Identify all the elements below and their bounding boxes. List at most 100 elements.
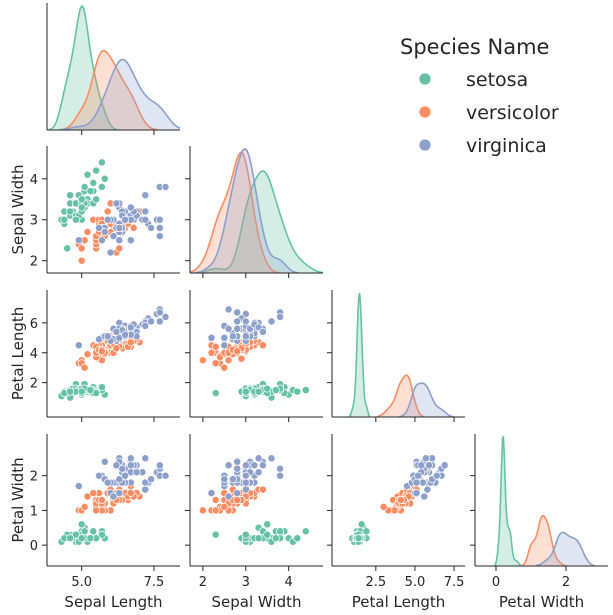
point-setosa-petal-width-vs-petal-length-43 <box>357 520 366 529</box>
point-virginica-petal-length-vs-sepal-width-42 <box>228 332 237 341</box>
x-axis-label-sepal-width: Sepal Width <box>212 593 302 611</box>
point-setosa-petal-width-vs-petal-length-49 <box>354 534 363 543</box>
legend-marker-virginica <box>418 138 432 152</box>
point-virginica-sepal-width-vs-sepal-length-6 <box>74 236 83 245</box>
point-virginica-petal-width-vs-sepal-width-49 <box>241 478 250 487</box>
kde-line-petal-length-setosa <box>348 292 371 417</box>
legend-label-setosa: setosa <box>466 69 528 91</box>
point-virginica-petal-width-vs-petal-length-18 <box>440 461 449 470</box>
point-setosa-petal-length-vs-sepal-width-45 <box>241 387 250 396</box>
point-virginica-petal-length-vs-sepal-width-34 <box>224 324 233 333</box>
point-virginica-petal-width-vs-petal-length-47 <box>414 471 423 480</box>
point-setosa-sepal-width-vs-sepal-length-32 <box>83 170 92 179</box>
point-versicolor-sepal-width-vs-sepal-length-10 <box>77 256 86 265</box>
point-versicolor-sepal-width-vs-sepal-length-20 <box>103 207 112 216</box>
point-setosa-petal-length-vs-sepal-length-47 <box>66 387 75 396</box>
point-virginica-petal-width-vs-sepal-length-6 <box>74 482 83 491</box>
point-virginica-petal-width-vs-sepal-length-9 <box>141 454 150 463</box>
kde-line-petal-width-setosa <box>493 435 522 567</box>
point-virginica-petal-width-vs-sepal-length-49 <box>103 478 112 487</box>
point-virginica-petal-width-vs-sepal-width-43 <box>250 461 259 470</box>
point-versicolor-sepal-width-vs-sepal-length-26 <box>129 223 138 232</box>
point-setosa-sepal-width-vs-sepal-length-22 <box>66 191 75 200</box>
y-axis-label-petal-length: Petal Length <box>9 307 27 401</box>
point-versicolor-petal-length-vs-sepal-length-36 <box>126 338 135 347</box>
point-virginica-petal-width-vs-sepal-length-47 <box>121 471 130 480</box>
point-setosa-petal-length-vs-sepal-width-15 <box>301 386 310 395</box>
point-virginica-petal-width-vs-sepal-width-17 <box>276 464 285 473</box>
y-axis-label-sepal-width: Sepal Width <box>9 165 27 255</box>
point-virginica-petal-length-vs-sepal-length-44 <box>126 323 135 332</box>
point-virginica-petal-width-vs-sepal-width-14 <box>233 457 242 466</box>
point-virginica-petal-width-vs-sepal-width-19 <box>207 489 216 498</box>
x-tick-label-sepal-width: 2 <box>199 575 207 590</box>
x-tick-label-petal-length: 5.0 <box>405 575 426 590</box>
point-virginica-petal-width-vs-sepal-length-29 <box>141 485 150 494</box>
point-virginica-petal-width-vs-sepal-width-18 <box>224 461 233 470</box>
point-setosa-petal-width-vs-sepal-width-40 <box>263 530 272 539</box>
kde-fill-petal-width-setosa <box>494 437 521 566</box>
point-setosa-sepal-width-vs-sepal-length-41 <box>63 244 72 253</box>
point-setosa-sepal-width-vs-sepal-length-38 <box>60 215 69 224</box>
legend-label-virginica: virginica <box>466 135 547 157</box>
point-virginica-petal-length-vs-sepal-width-48 <box>258 327 267 336</box>
point-virginica-sepal-width-vs-sepal-length-29 <box>141 215 150 224</box>
point-virginica-sepal-width-vs-sepal-length-9 <box>141 191 150 200</box>
y-tick-label-petal-length: 2 <box>30 377 38 392</box>
point-virginica-petal-width-vs-sepal-width-34 <box>224 492 233 501</box>
legend-items: setosa versicolor virginica <box>418 69 559 157</box>
point-virginica-petal-width-vs-petal-length-33 <box>412 489 421 498</box>
point-setosa-sepal-width-vs-sepal-length-49 <box>77 203 86 212</box>
point-virginica-sepal-width-vs-sepal-length-8 <box>126 236 135 245</box>
point-virginica-petal-width-vs-petal-length-48 <box>417 461 426 470</box>
scatter-layer <box>57 158 449 546</box>
kde-line-sepal-width-setosa <box>197 170 324 274</box>
point-setosa-sepal-width-vs-sepal-length-16 <box>89 178 98 187</box>
point-virginica-petal-width-vs-sepal-width-24 <box>254 468 263 477</box>
point-virginica-petal-width-vs-petal-length-44 <box>421 454 430 463</box>
point-setosa-petal-width-vs-sepal-width-49 <box>254 534 263 543</box>
point-virginica-petal-width-vs-petal-length-34 <box>420 492 429 501</box>
point-setosa-petal-width-vs-petal-length-44 <box>362 527 371 536</box>
kde-line-petal-length-versicolor <box>377 374 425 418</box>
point-virginica-sepal-width-vs-sepal-length-44 <box>126 203 135 212</box>
point-versicolor-petal-width-vs-sepal-length-34 <box>89 489 98 498</box>
point-virginica-sepal-width-vs-sepal-length-22 <box>155 223 164 232</box>
diagonal-kde-layer <box>48 4 595 567</box>
point-setosa-petal-width-vs-sepal-length-43 <box>77 520 86 529</box>
point-virginica-petal-length-vs-sepal-width-18 <box>224 305 233 314</box>
point-virginica-petal-length-vs-sepal-width-31 <box>276 312 285 321</box>
y-tick-label-petal-length: 4 <box>30 347 38 362</box>
kde-fill-sepal-length-versicolor <box>60 50 158 131</box>
point-setosa-petal-length-vs-sepal-width-41 <box>211 389 220 398</box>
point-versicolor-petal-width-vs-sepal-width-35 <box>258 485 267 494</box>
point-setosa-petal-length-vs-sepal-width-33 <box>293 387 302 396</box>
x-axis-label-petal-width: Petal Width <box>499 593 584 611</box>
point-versicolor-petal-width-vs-sepal-width-10 <box>198 506 207 515</box>
point-versicolor-petal-length-vs-sepal-length-49 <box>97 347 106 356</box>
point-setosa-petal-length-vs-sepal-length-18 <box>97 383 106 392</box>
point-virginica-petal-width-vs-sepal-length-33 <box>115 489 124 498</box>
y-tick-label-petal-width: 0 <box>30 539 38 554</box>
point-virginica-petal-width-vs-sepal-length-35 <box>155 461 164 470</box>
point-virginica-sepal-width-vs-sepal-length-46 <box>115 236 124 245</box>
point-virginica-petal-width-vs-sepal-width-47 <box>241 471 250 480</box>
x-tick-label-sepal-length: 7.5 <box>144 575 165 590</box>
point-virginica-petal-width-vs-sepal-width-44 <box>254 454 263 463</box>
kde-line-sepal-width-versicolor <box>189 151 280 274</box>
point-versicolor-sepal-width-vs-sepal-length-37 <box>115 244 124 253</box>
point-versicolor-petal-width-vs-sepal-width-37 <box>211 496 220 504</box>
point-versicolor-petal-width-vs-sepal-length-49 <box>97 496 106 504</box>
point-versicolor-petal-length-vs-sepal-length-48 <box>80 363 89 372</box>
point-virginica-petal-width-vs-sepal-length-44 <box>126 454 135 463</box>
point-setosa-petal-length-vs-sepal-width-43 <box>263 384 272 393</box>
y-axis-label-petal-width: Petal Width <box>9 457 27 542</box>
point-virginica-sepal-width-vs-sepal-length-47 <box>121 215 130 224</box>
y-tick-label-petal-width: 1 <box>30 504 38 519</box>
point-virginica-petal-width-vs-sepal-width-9 <box>267 454 276 463</box>
point-versicolor-petal-length-vs-sepal-width-48 <box>220 363 229 372</box>
point-virginica-petal-width-vs-sepal-width-33 <box>233 489 242 498</box>
point-virginica-sepal-width-vs-sepal-length-21 <box>95 223 103 232</box>
